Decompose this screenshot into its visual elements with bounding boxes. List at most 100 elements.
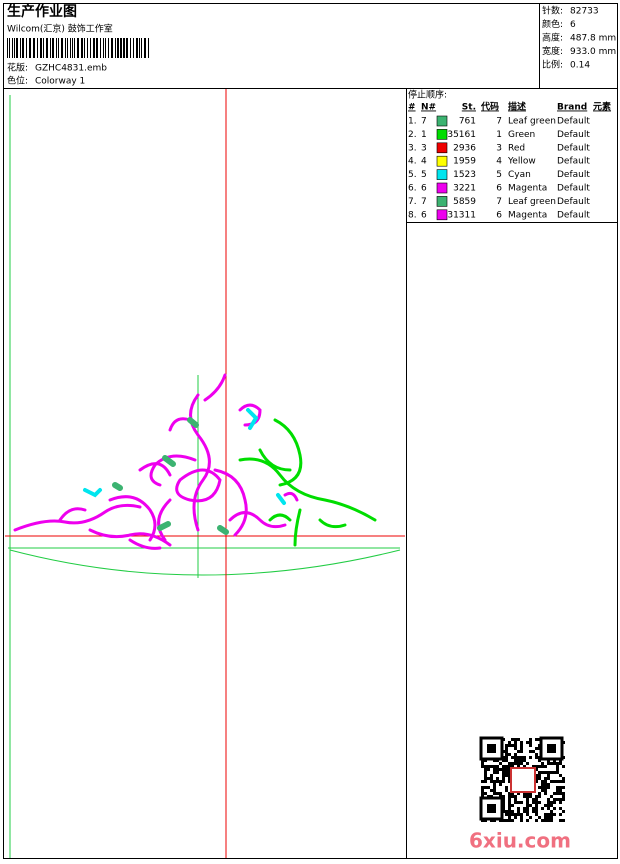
qr-cell [487,777,490,780]
colorway-label: 色位: [7,75,28,87]
qr-cell [517,756,520,759]
qr-cell [550,819,553,822]
qr-cell [499,783,502,786]
row-code: 4 [496,157,502,167]
qr-cell [493,765,496,768]
guides [5,89,405,858]
qr-cell [484,792,487,795]
qr-cell [535,807,538,810]
qr-cell [553,780,556,783]
qr-cell [505,810,508,813]
qr-cell [484,780,487,783]
qr-cell [535,819,538,822]
row-needle: 3 [421,143,427,153]
qr-cell [505,744,508,747]
qr-cell [508,801,511,804]
qr-cell [508,753,511,756]
qr-cell [523,792,526,795]
qr-cell [529,792,532,795]
qr-cell [508,765,511,768]
qr-cell [550,813,553,816]
row-code: 1 [496,130,502,140]
bar [111,38,113,58]
qr-cell [517,738,520,741]
qr-cell [529,756,532,759]
qr-cell [496,780,499,783]
qr-cell [547,816,550,819]
qr-cell [517,813,520,816]
qr-cell [514,738,517,741]
qr-cell [511,738,514,741]
qr-cell [508,777,511,780]
qr-cell [547,774,550,777]
qr-cell [514,816,517,819]
bar [123,38,125,58]
qr-cell [556,768,559,771]
qr-cell [526,795,529,798]
qr-cell [523,810,526,813]
qr-cell [526,801,529,804]
qr-cell [511,819,514,822]
qr-cell [520,747,523,750]
qr-cell [532,810,535,813]
qr-cell [541,807,544,810]
qr-cell [502,768,505,771]
row-needle: 7 [421,197,427,207]
qr-cell [553,792,556,795]
bar [81,38,83,58]
qr-cell [490,780,493,783]
design: GZHC4831.emb [35,64,107,74]
qr-cell [544,819,547,822]
qr-cell [508,780,511,783]
qr-cell [529,741,532,744]
qr-cell [499,780,502,783]
barcode [7,38,149,58]
row-brand: Default [557,130,590,140]
qr-cell [517,801,520,804]
qr-cell [508,771,511,774]
qr-cell [514,747,517,750]
qr-cell [496,792,499,795]
bar [105,38,106,58]
row-needle: 4 [421,157,427,167]
qr-cell [517,810,520,813]
qr-cell [556,798,559,801]
qr-cell [505,771,508,774]
row-code: 6 [496,184,502,194]
qr-cell [502,777,505,780]
qr-cell [526,792,529,795]
qr-cell [514,801,517,804]
qr-cell [535,777,538,780]
stat-value: 82733 [570,7,599,17]
bar [22,38,24,58]
qr-cell [556,786,559,789]
row-description: Magenta [508,184,547,194]
qr-cell [484,771,487,774]
qr-cell [541,789,544,792]
qr-cell [535,768,538,771]
row-description: Green [508,130,535,140]
qr-cell [535,801,538,804]
qr-cell [547,801,550,804]
color-swatch [436,196,448,207]
qr-cell [493,780,496,783]
qr-finder [547,744,556,753]
row-needle: 1 [421,130,427,140]
qr-cell [511,792,514,795]
qr-cell [547,798,550,801]
qr-cell [505,813,508,816]
qr-cell [538,765,541,768]
bar [58,38,59,58]
qr-cell [490,765,493,768]
qr-cell [550,804,553,807]
qr-cell [496,768,499,771]
column-header: St. [462,103,476,113]
row-code: 3 [496,143,502,153]
bar [52,38,54,58]
qr-cell [562,786,565,789]
qr-cell [535,765,538,768]
qr-cell [493,783,496,786]
qr-cell [535,780,538,783]
qr-cell [487,786,490,789]
row-brand: Default [557,157,590,167]
